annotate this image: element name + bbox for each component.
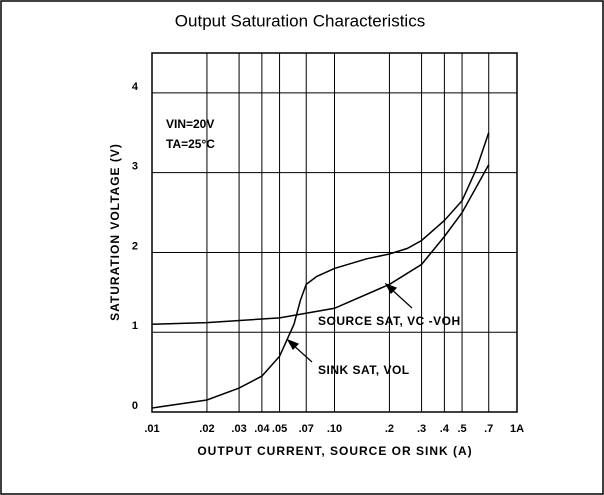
x-tick-label: .01 (144, 423, 159, 435)
x-tick-label: 1A (510, 423, 524, 435)
y-tick-label: 4 (132, 81, 139, 93)
x-tick-label: .5 (457, 423, 466, 435)
annotation: VIN=20V (166, 117, 214, 131)
y-tick-label: 0 (132, 400, 138, 412)
x-tick-label: .3 (417, 423, 426, 435)
arrow (389, 287, 413, 309)
x-tick-label: .07 (299, 423, 314, 435)
x-tick-label: .04 (254, 423, 270, 435)
x-tick-label: .03 (231, 423, 246, 435)
y-tick-label: 3 (132, 161, 138, 173)
arrows (286, 282, 413, 363)
arrowhead (384, 282, 398, 294)
y-axis-label: SATURATION VOLTAGE (V) (108, 143, 122, 321)
x-tick-label: .7 (484, 423, 493, 435)
x-tick-label: .05 (272, 423, 287, 435)
y-tick-label: 1 (132, 320, 138, 332)
chart-title: Output Saturation Characteristics (175, 11, 425, 30)
x-tick-label: .4 (440, 423, 450, 435)
y-tick-label: 2 (132, 240, 138, 252)
x-axis-label: OUTPUT CURRENT, SOURCE OR SINK (A) (197, 444, 472, 458)
x-tick-label: .02 (199, 423, 214, 435)
x-tick-label: .10 (327, 423, 342, 435)
series-label: SOURCE SAT, VC -VOH (318, 314, 461, 328)
series-line (151, 164, 490, 325)
series-label: SINK SAT, VOL (318, 363, 410, 377)
arrowhead (286, 338, 300, 350)
x-tick-label: .2 (385, 423, 394, 435)
annotation: TA=25°C (166, 137, 215, 151)
series-line (151, 132, 490, 409)
